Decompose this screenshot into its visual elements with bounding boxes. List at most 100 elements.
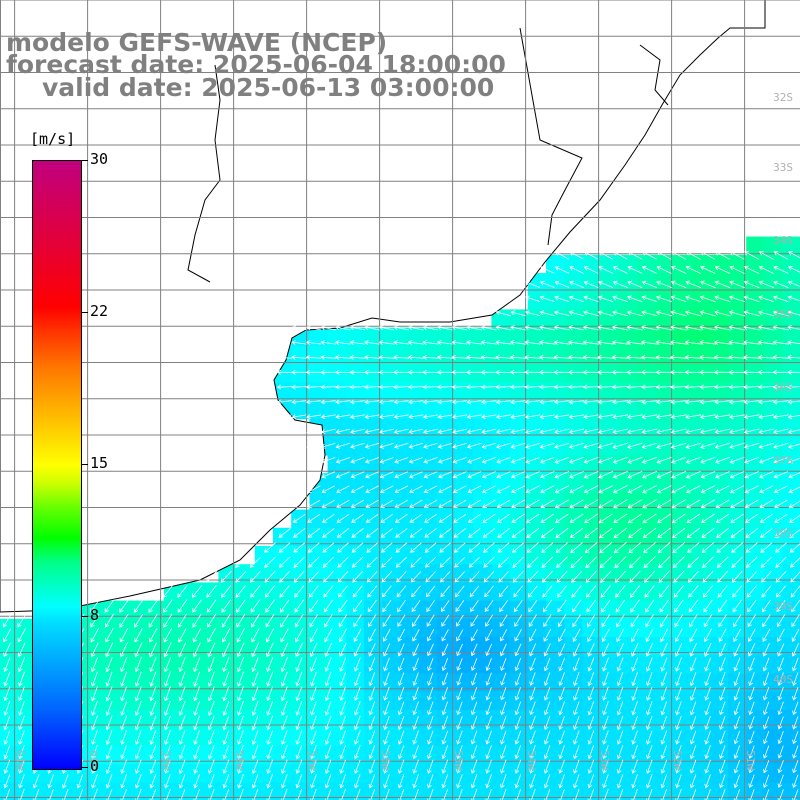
wind-arrow	[602, 686, 609, 701]
wind-arrow	[222, 671, 230, 687]
wind-speed-cell	[418, 418, 438, 438]
wind-speed-cell	[200, 637, 219, 656]
wind-arrow	[600, 585, 611, 598]
wind-arrow	[495, 399, 512, 405]
wind-arrow	[641, 325, 658, 331]
wind-arrow	[733, 628, 742, 643]
wind-arrow	[660, 745, 668, 760]
wind-arrow	[714, 384, 731, 390]
wind-arrow	[762, 657, 770, 672]
wind-arrow	[378, 384, 395, 390]
wind-arrow	[382, 628, 391, 642]
wind-speed-cell	[618, 527, 638, 547]
wind-speed-cell	[673, 509, 693, 529]
wind-speed-cell	[764, 673, 784, 693]
wind-arrow	[655, 399, 673, 405]
wind-arrow	[335, 369, 351, 375]
wind-speed-cell	[582, 600, 602, 620]
wind-arrow	[437, 399, 453, 405]
wind-arrow	[572, 628, 581, 642]
wind-arrow	[322, 556, 334, 568]
wind-arrow	[641, 310, 658, 317]
wind-arrow	[714, 265, 731, 274]
wind-arrow	[470, 629, 478, 642]
wind-speed-cell	[527, 673, 547, 693]
wind-speed-cell	[254, 637, 274, 656]
land-area	[0, 0, 766, 613]
wind-speed-cell	[345, 564, 365, 583]
wind-arrow	[250, 585, 261, 598]
wind-speed-cell	[618, 436, 638, 456]
wind-arrow	[379, 428, 394, 434]
wind-arrow	[378, 354, 395, 360]
wind-arrow	[164, 774, 171, 789]
wind-arrow	[441, 745, 449, 760]
wind-speed-cell	[182, 618, 201, 638]
wind-speed-cell	[655, 673, 674, 693]
wind-speed-cell	[709, 273, 729, 292]
wind-speed-cell	[691, 400, 711, 420]
title-model: modelo GEFS-WAVE (NCEP)	[6, 28, 388, 57]
wind-arrow	[485, 759, 492, 774]
wind-arrow	[149, 671, 157, 687]
wind-arrow	[686, 527, 700, 539]
wind-arrow	[105, 774, 113, 789]
wind-speed-cell	[509, 327, 529, 347]
wind-arrow	[495, 325, 512, 331]
wind-arrow	[655, 295, 673, 303]
wind-speed-cell	[600, 327, 620, 347]
wind-speed-cell	[364, 400, 383, 420]
wind-arrow	[670, 339, 687, 345]
wind-arrow	[743, 280, 760, 289]
colorbar-tick	[82, 616, 88, 617]
wind-arrow	[397, 759, 405, 774]
wind-arrow	[310, 730, 317, 745]
wind-arrow	[18, 671, 25, 687]
wind-speed-cell	[418, 473, 438, 492]
wind-arrow	[222, 656, 230, 673]
wind-arrow	[675, 672, 682, 687]
wind-arrow	[773, 280, 789, 288]
wind-arrow	[558, 672, 565, 687]
wind-arrow	[206, 585, 217, 598]
wind-arrow	[192, 628, 202, 643]
wind-arrow	[685, 251, 701, 260]
wind-arrow	[178, 730, 186, 746]
wind-speed-cell	[637, 655, 656, 674]
wind-speed-cell	[400, 709, 420, 729]
wind-arrow	[686, 513, 701, 524]
wind-arrow	[640, 354, 658, 360]
wind-arrow	[280, 642, 289, 658]
wind-arrow	[689, 730, 697, 745]
wind-arrow	[728, 384, 746, 390]
wind-arrow	[598, 251, 613, 260]
wind-arrow	[675, 715, 682, 731]
wind-speed-cell	[254, 709, 274, 729]
wind-arrow	[758, 251, 774, 260]
wind-arrow	[733, 774, 740, 789]
wind-arrow	[509, 369, 526, 375]
wind-arrow	[733, 745, 740, 760]
wind-arrow	[655, 369, 673, 375]
wind-arrow	[149, 642, 157, 658]
wind-speed-cell	[527, 691, 547, 711]
wind-speed-cell	[254, 618, 274, 638]
wind-arrow	[514, 686, 521, 701]
wind-arrow	[743, 369, 760, 375]
wind-arrow	[441, 629, 449, 642]
wind-arrow	[587, 715, 595, 730]
wind-arrow	[134, 628, 143, 643]
wind-arrow	[543, 715, 551, 730]
wind-arrow	[437, 325, 453, 331]
wind-arrow	[570, 556, 583, 569]
wind-arrow	[704, 745, 711, 760]
wind-arrow	[641, 295, 658, 303]
wind-arrow	[397, 686, 405, 701]
wind-speed-cell	[473, 764, 492, 784]
wind-arrow	[310, 701, 317, 716]
wind-speed-cell	[546, 564, 565, 583]
wind-speed-cell	[327, 509, 347, 529]
wind-arrow	[164, 759, 171, 774]
wind-arrow	[310, 686, 317, 702]
wind-speed-cell	[709, 582, 729, 602]
